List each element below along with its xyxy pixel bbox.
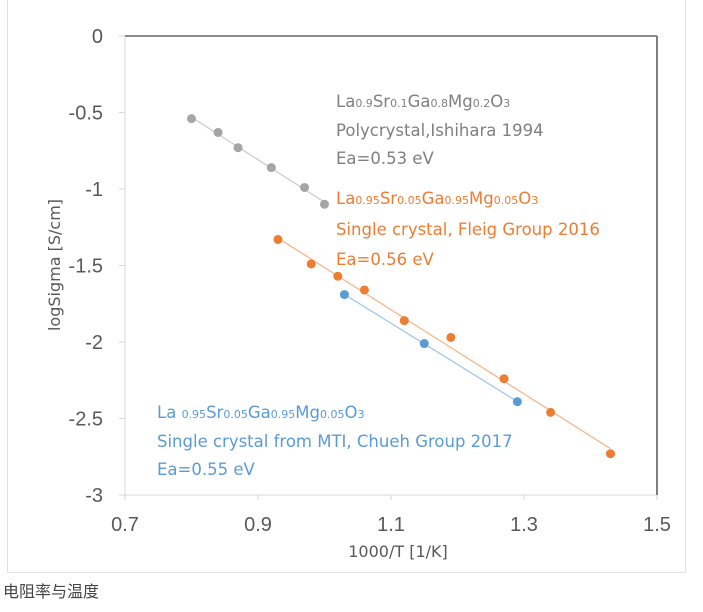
formula-element: Mg xyxy=(469,189,494,208)
formula-element: Sr xyxy=(380,189,397,208)
annotation-line: Ea=0.56 eV xyxy=(336,250,434,269)
figure-caption: 电阻率与温度 xyxy=(3,582,100,601)
formula-label: La0.9Sr0.1Ga0.8Mg0.2O3 xyxy=(336,92,510,111)
x-tick-label: 1.1 xyxy=(377,514,405,536)
formula-subscript: 0.8 xyxy=(430,97,448,110)
formula-element: O xyxy=(518,189,531,208)
data-point xyxy=(546,407,556,417)
trendline xyxy=(277,237,611,450)
formula-subscript: 3 xyxy=(357,408,364,421)
formula-element: La xyxy=(336,189,355,208)
chart: 0.7 0.9 1.1 1.3 1.50-0.5-1-1.5-2-2.5-3 La0.9… xyxy=(45,26,671,561)
chart-frame xyxy=(7,0,686,573)
data-point xyxy=(306,259,316,269)
formula-subscript: 0.9 xyxy=(355,97,373,110)
annotation-line: Single crystal, Fleig Group 2016 xyxy=(336,220,600,239)
x-tick-label: 0.9 xyxy=(244,514,272,536)
formula-subscript: 0.05 xyxy=(397,194,422,207)
data-point xyxy=(419,339,429,349)
x-tick-label: 1.5 xyxy=(643,514,671,536)
y-tick-label: -0.5 xyxy=(69,103,103,125)
formula-element: O xyxy=(490,92,503,111)
x-axis-label: 1000/T [1/K] xyxy=(348,542,448,561)
data-point xyxy=(187,114,196,124)
formula-subscript: 0.95 xyxy=(271,408,296,421)
x-tick-label: 1.3 xyxy=(510,514,538,536)
data-point xyxy=(339,290,349,300)
y-tick-label: -1 xyxy=(85,179,103,201)
formula-element: Sr xyxy=(206,403,223,422)
formula-subscript: 0.1 xyxy=(390,97,408,110)
formula-label: La 0.95Sr0.05Ga0.95Mg0.05O3 xyxy=(157,403,364,422)
data-point xyxy=(266,163,276,173)
data-point xyxy=(512,397,522,407)
annotation-line: Single crystal from MTI, Chueh Group 201… xyxy=(157,432,513,451)
data-point xyxy=(399,316,409,326)
data-point xyxy=(359,285,369,295)
axes xyxy=(119,35,658,500)
data-point xyxy=(213,127,223,137)
formula-element: Ga xyxy=(422,189,445,208)
formula-subscript: 0.95 xyxy=(355,194,380,207)
y-tick-label: -2.5 xyxy=(69,409,103,431)
y-tick-label: -2 xyxy=(85,332,103,354)
data-point xyxy=(499,374,509,384)
trendline xyxy=(344,293,518,403)
data-point xyxy=(605,449,615,459)
y-tick-label: -3 xyxy=(85,485,103,507)
data-point xyxy=(233,143,243,153)
data-point xyxy=(320,199,329,209)
formula-subscript: 3 xyxy=(531,194,538,207)
formula-element: La xyxy=(157,403,182,422)
formula-label: La0.95Sr0.05Ga0.95Mg0.05O3 xyxy=(336,189,538,208)
formula-subscript: 0.2 xyxy=(473,97,491,110)
data-point xyxy=(446,332,456,342)
formula-element: Ga xyxy=(248,403,271,422)
formula-subscript: 0.95 xyxy=(444,194,469,207)
formula-element: O xyxy=(344,403,357,422)
tick-labels: 0.7 0.9 1.1 1.3 1.5 0 -0.5 -1 -1.5 -2 -2.5 -3 xyxy=(69,26,671,536)
annotation-line: Ea=0.53 eV xyxy=(336,149,434,168)
formula-element: Sr xyxy=(373,92,390,111)
formula-element: La xyxy=(336,92,355,111)
annotation-line: Polycrystal,Ishihara 1994 xyxy=(336,121,544,140)
data-point xyxy=(333,271,343,281)
formula-element: Mg xyxy=(295,403,320,422)
series-2 xyxy=(339,290,522,407)
formula-subscript: 0.05 xyxy=(223,408,248,421)
formula-subscript: 3 xyxy=(503,97,510,110)
formula-element: Mg xyxy=(448,92,473,111)
data-point xyxy=(300,182,310,192)
formula-element: Ga xyxy=(408,92,431,111)
series-layer xyxy=(187,114,615,459)
series-0 xyxy=(187,114,329,209)
formula-subscript: 0.05 xyxy=(320,408,345,421)
y-tick-label: -1.5 xyxy=(69,256,103,278)
formula-subscript: 0.05 xyxy=(494,194,519,207)
annotations: La0.9Sr0.1Ga0.8Mg0.2O3Polycrystal,Ishiha… xyxy=(157,92,600,479)
data-point xyxy=(273,234,283,244)
annotation-line: Ea=0.55 eV xyxy=(157,460,255,479)
formula-subscript: 0.95 xyxy=(182,408,207,421)
x-tick-label: 0.7 xyxy=(111,514,139,536)
y-tick-label: 0 xyxy=(92,26,103,48)
series-1 xyxy=(273,234,615,459)
y-axis-label: logSigma [S/cm] xyxy=(45,199,64,331)
